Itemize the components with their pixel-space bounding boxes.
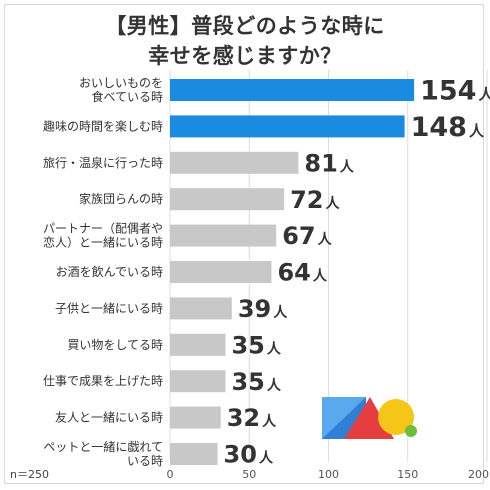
- value-label-8: 35 人: [231, 368, 281, 396]
- value-label-10: 30 人: [224, 441, 274, 469]
- logo-yellow-circle: [378, 399, 414, 435]
- value-label-1: 148 人: [411, 112, 485, 143]
- x-tick-label-2: 100: [318, 468, 339, 481]
- category-label-4-1: 恋人）と一緒にいる時: [43, 235, 163, 250]
- x-tick-label-4: 200: [468, 468, 489, 481]
- value-label-3: 72 人: [290, 186, 340, 214]
- category-label-2-0: 旅行・温泉に行った時: [43, 156, 163, 170]
- category-label-9-0: 友人と一緒にいる時: [55, 410, 163, 425]
- category-label-1-0: 趣味の時間を楽しむ時: [43, 118, 163, 133]
- category-label-4-0: パートナー（配偶者や: [43, 222, 163, 236]
- x-tick-label-0: 0: [167, 468, 174, 481]
- category-label-5-0: お酒を飲んでいる時: [56, 264, 163, 279]
- bar-7: [170, 333, 226, 356]
- value-label-5: 64 人: [277, 259, 327, 287]
- bar-10: [170, 443, 218, 465]
- logo-blue-triangle: [322, 397, 366, 439]
- category-label-10-0: ペットと一緒に戯れて: [43, 439, 163, 454]
- bar-8: [170, 370, 226, 393]
- bar-1: [170, 115, 405, 138]
- category-label-8-0: 仕事で成果を上げた時: [43, 374, 163, 388]
- logo-red-triangle: [344, 397, 394, 439]
- sample-size-note: n＝250: [10, 468, 49, 481]
- x-tick-label-1: 50: [242, 468, 256, 481]
- value-label-6: 39 人: [238, 295, 288, 323]
- bar-6: [170, 297, 232, 320]
- category-label-10-1: いる時: [127, 454, 163, 468]
- x-tick-label-3: 150: [397, 468, 418, 481]
- logo-green-dot: [405, 425, 417, 437]
- chart-title-line-2: 幸せを感じますか？: [148, 44, 342, 68]
- bar-3: [170, 188, 285, 211]
- value-label-0: 154 人: [420, 76, 490, 107]
- value-label-9: 32 人: [227, 404, 277, 432]
- category-label-0-0: おいしいものを: [79, 76, 163, 90]
- chart-title-line-1: 【男性】普段どのような時に: [105, 14, 385, 38]
- bar-0: [170, 79, 415, 101]
- value-label-7: 35 人: [231, 331, 281, 359]
- value-label-4: 67 人: [282, 222, 332, 250]
- category-label-3-0: 家族団らんの時: [79, 191, 163, 206]
- value-label-2: 81 人: [304, 149, 354, 177]
- bar-9: [170, 406, 221, 429]
- bar-2: [170, 151, 299, 174]
- category-label-0-1: 食べている時: [91, 89, 163, 104]
- bar-5: [170, 261, 272, 283]
- category-label-6-0: 子供と一緒にいる時: [55, 300, 163, 315]
- category-label-7-0: 買い物をしてる時: [67, 338, 163, 352]
- bar-4: [170, 224, 277, 247]
